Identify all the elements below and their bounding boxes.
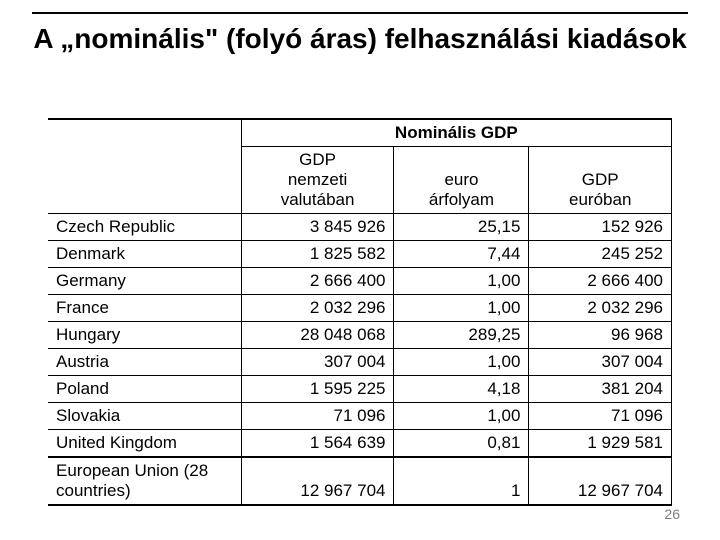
- cell-gdpeur: 381 204: [529, 376, 672, 403]
- header-col-gdpeur: GDP euróban: [529, 147, 672, 214]
- cell-rate: 289,25: [394, 322, 529, 349]
- title-rule: [32, 12, 688, 14]
- cell-gdpeur: 152 926: [529, 214, 672, 241]
- table-row: Austria 307 004 1,00 307 004: [48, 349, 672, 376]
- cell-gdpeur: 2 666 400: [529, 268, 672, 295]
- cell-gdpnat: 3 845 926: [241, 214, 394, 241]
- page-number: 26: [664, 506, 680, 522]
- cell-gdpnat: 28 048 068: [241, 322, 394, 349]
- cell-rate: 1,00: [394, 268, 529, 295]
- table-row: Denmark 1 825 582 7,44 245 252: [48, 241, 672, 268]
- cell-gdpeur: 71 096: [529, 403, 672, 430]
- header-blank: [48, 119, 241, 147]
- cell-gdpnat: 307 004: [241, 349, 394, 376]
- header-col-rate-line1: euro: [444, 170, 478, 189]
- cell-gdpnat: 2 032 296: [241, 295, 394, 322]
- header-col-rate: euro árfolyam: [394, 147, 529, 214]
- table-row: Slovakia 71 096 1,00 71 096: [48, 403, 672, 430]
- cell-gdpnat: 2 666 400: [241, 268, 394, 295]
- table-row: Czech Republic 3 845 926 25,15 152 926: [48, 214, 672, 241]
- cell-rate: 1,00: [394, 295, 529, 322]
- header-col-gdpeur-line2: euróban: [569, 190, 631, 209]
- table-row: Poland 1 595 225 4,18 381 204: [48, 376, 672, 403]
- table-row: Germany 2 666 400 1,00 2 666 400: [48, 268, 672, 295]
- header-col-gdpeur-line1: GDP: [582, 170, 619, 189]
- cell-rate: 25,15: [394, 214, 529, 241]
- header-col-rate-line2: árfolyam: [429, 190, 494, 209]
- cell-rate: 1,00: [394, 349, 529, 376]
- header-group-label: Nominális GDP: [241, 119, 671, 147]
- cell-total-country-l1: European Union (28: [56, 461, 208, 480]
- header-col-gdpnat-line1: GDP: [299, 150, 336, 169]
- header-row-sub: GDP nemzeti valutában euro árfolyam GDP …: [48, 147, 672, 214]
- cell-gdpeur: 1 929 581: [529, 430, 672, 458]
- cell-gdpnat: 71 096: [241, 403, 394, 430]
- slide: A „nominális" (folyó áras) felhasználási…: [0, 0, 720, 540]
- header-col-gdpnat: GDP nemzeti valutában: [241, 147, 394, 214]
- cell-rate: 0,81: [394, 430, 529, 458]
- cell-total-gdpnat: 12 967 704: [241, 457, 394, 505]
- table-row: Hungary 28 048 068 289,25 96 968: [48, 322, 672, 349]
- table: Nominális GDP GDP nemzeti valutában euro…: [48, 118, 672, 506]
- cell-total-gdpeur: 12 967 704: [529, 457, 672, 505]
- cell-country: United Kingdom: [48, 430, 241, 458]
- cell-country: Denmark: [48, 241, 241, 268]
- cell-country: France: [48, 295, 241, 322]
- header-col-country: [48, 147, 241, 214]
- cell-rate: 1,00: [394, 403, 529, 430]
- cell-total-country: European Union (28 countries): [48, 457, 241, 505]
- cell-country: Slovakia: [48, 403, 241, 430]
- cell-country: Czech Republic: [48, 214, 241, 241]
- cell-country: Hungary: [48, 322, 241, 349]
- cell-gdpeur: 96 968: [529, 322, 672, 349]
- header-col-gdpnat-line3: valutában: [281, 190, 355, 209]
- table-row: France 2 032 296 1,00 2 032 296: [48, 295, 672, 322]
- cell-gdpeur: 307 004: [529, 349, 672, 376]
- cell-gdpnat: 1 564 639: [241, 430, 394, 458]
- cell-gdpnat: 1 825 582: [241, 241, 394, 268]
- cell-country: Poland: [48, 376, 241, 403]
- cell-rate: 7,44: [394, 241, 529, 268]
- gdp-table: Nominális GDP GDP nemzeti valutában euro…: [48, 118, 672, 506]
- cell-gdpeur: 2 032 296: [529, 295, 672, 322]
- table-row: United Kingdom 1 564 639 0,81 1 929 581: [48, 430, 672, 458]
- header-row-group: Nominális GDP: [48, 119, 672, 147]
- cell-gdpeur: 245 252: [529, 241, 672, 268]
- cell-total-rate: 1: [394, 457, 529, 505]
- cell-rate: 4,18: [394, 376, 529, 403]
- table-total-row: European Union (28 countries) 12 967 704…: [48, 457, 672, 505]
- cell-country: Germany: [48, 268, 241, 295]
- cell-gdpnat: 1 595 225: [241, 376, 394, 403]
- slide-title: A „nominális" (folyó áras) felhasználási…: [32, 22, 688, 56]
- cell-total-country-l2: countries): [56, 481, 131, 500]
- cell-country: Austria: [48, 349, 241, 376]
- header-col-gdpnat-line2: nemzeti: [288, 170, 348, 189]
